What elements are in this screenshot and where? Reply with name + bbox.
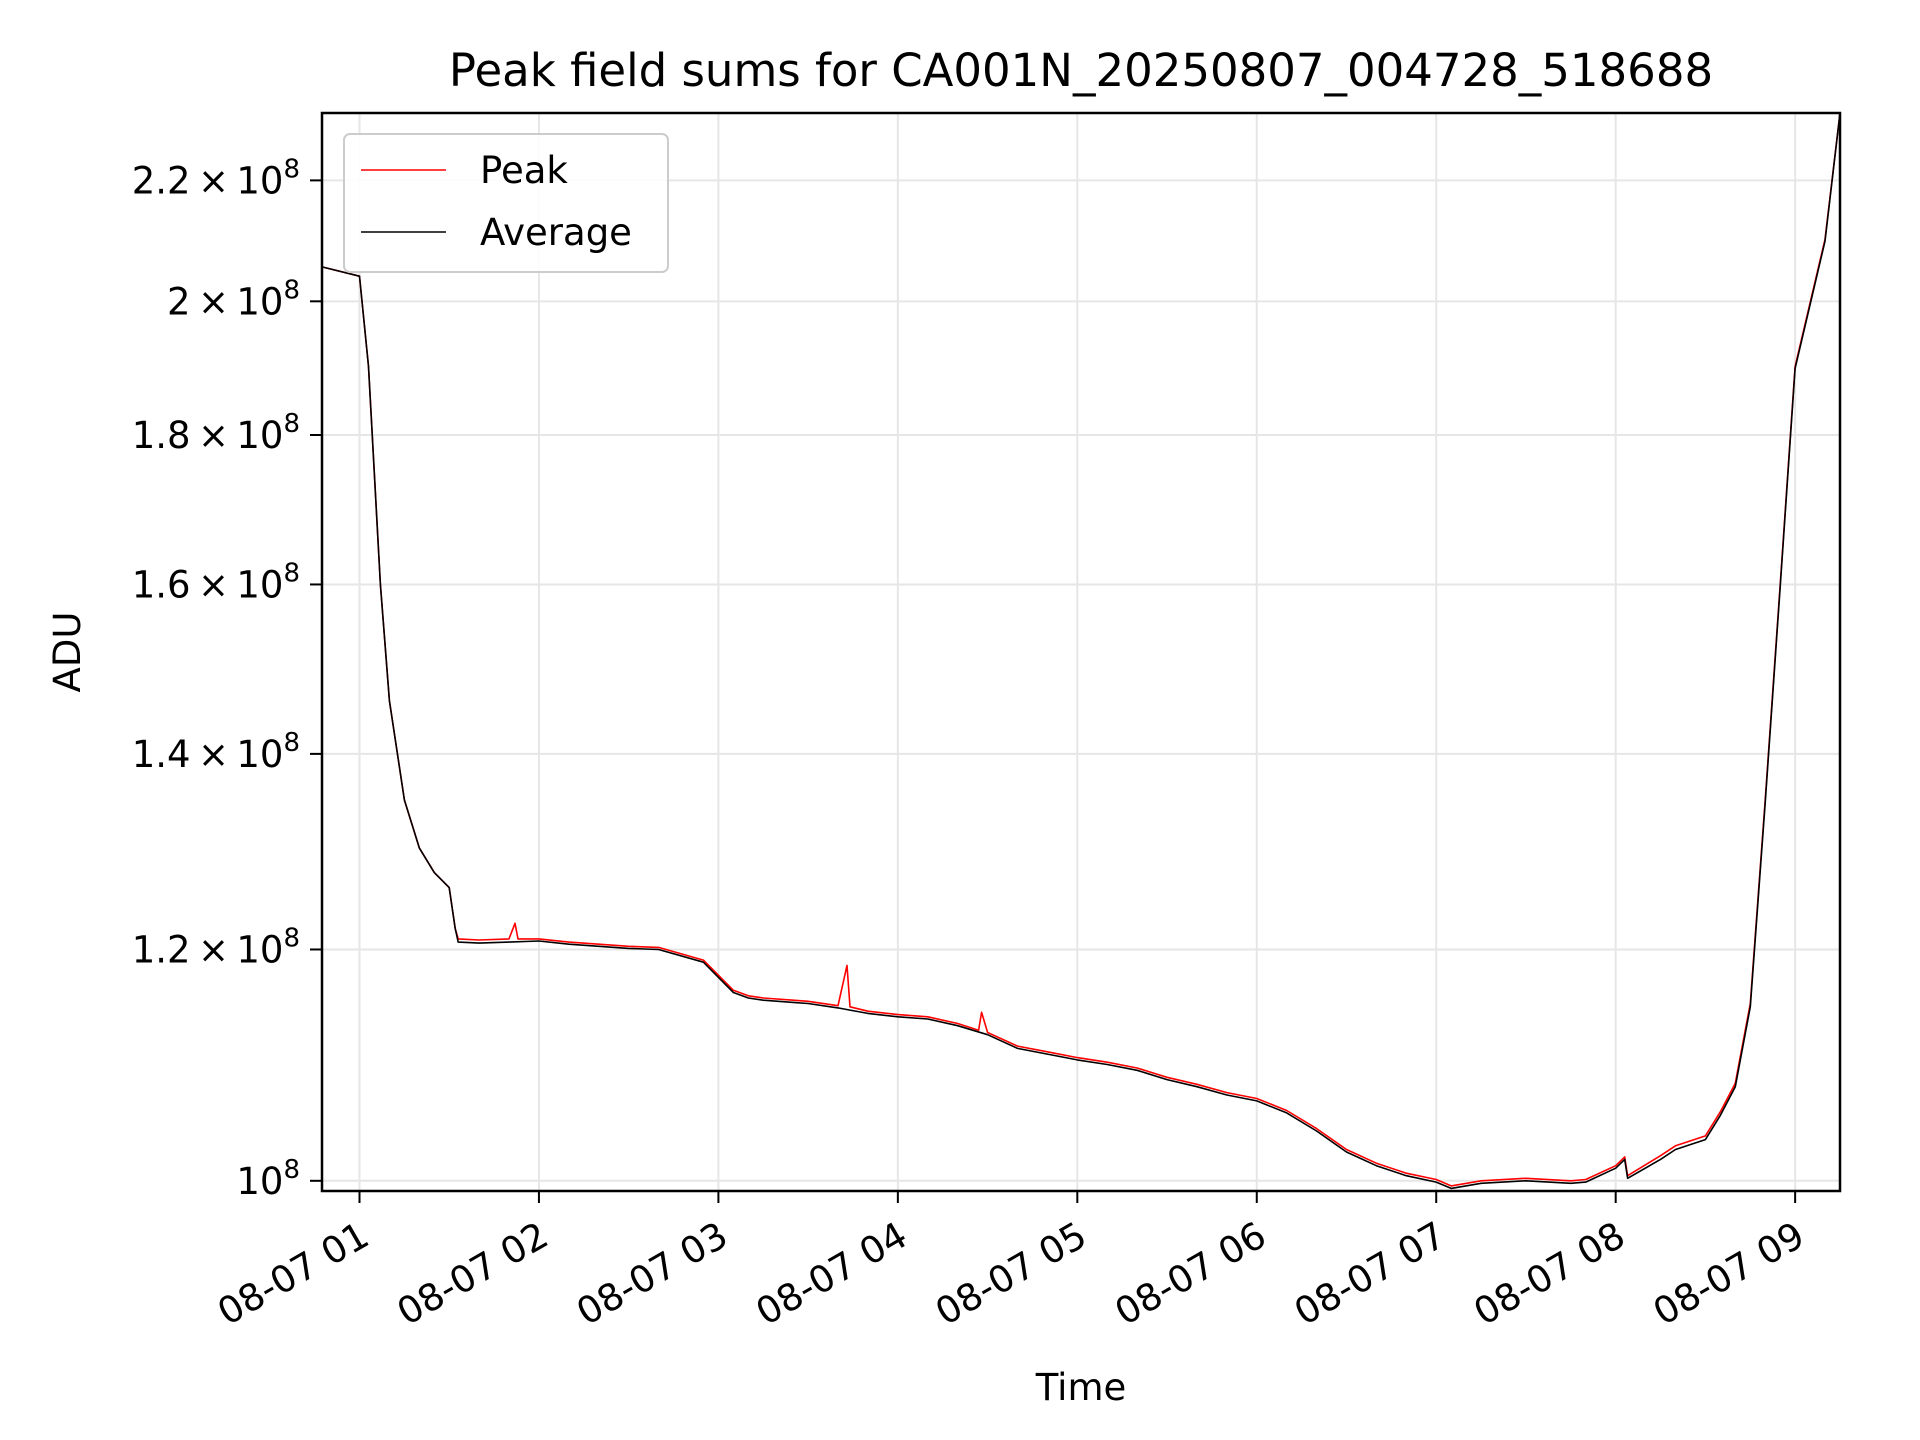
x-axis-label: Time — [1035, 1366, 1127, 1409]
series-layer — [321, 112, 1841, 1190]
legend: Peak Average — [343, 133, 669, 273]
legend-box — [343, 133, 669, 273]
plot-frame — [320, 111, 1842, 1193]
series-line-average — [321, 112, 1841, 1190]
y-tick-label: 2 × 108 — [167, 275, 300, 323]
y-tick-label: 108 — [236, 1155, 300, 1203]
y-tick-label: 1.4 × 108 — [132, 728, 300, 776]
grid — [322, 113, 1840, 1191]
y-tick-label: 1.8 × 108 — [132, 409, 300, 457]
y-axis-label: ADU — [46, 612, 89, 693]
y-tick-label: 1.2 × 108 — [132, 923, 300, 971]
legend-label-peak: Peak — [480, 149, 568, 192]
legend-label-average: Average — [480, 211, 632, 254]
y-tick-label: 2.2 × 108 — [132, 154, 300, 202]
y-tick-label: 1.6 × 108 — [132, 558, 300, 606]
chart-title: Peak field sums for CA001N_20250807_0047… — [449, 44, 1713, 97]
